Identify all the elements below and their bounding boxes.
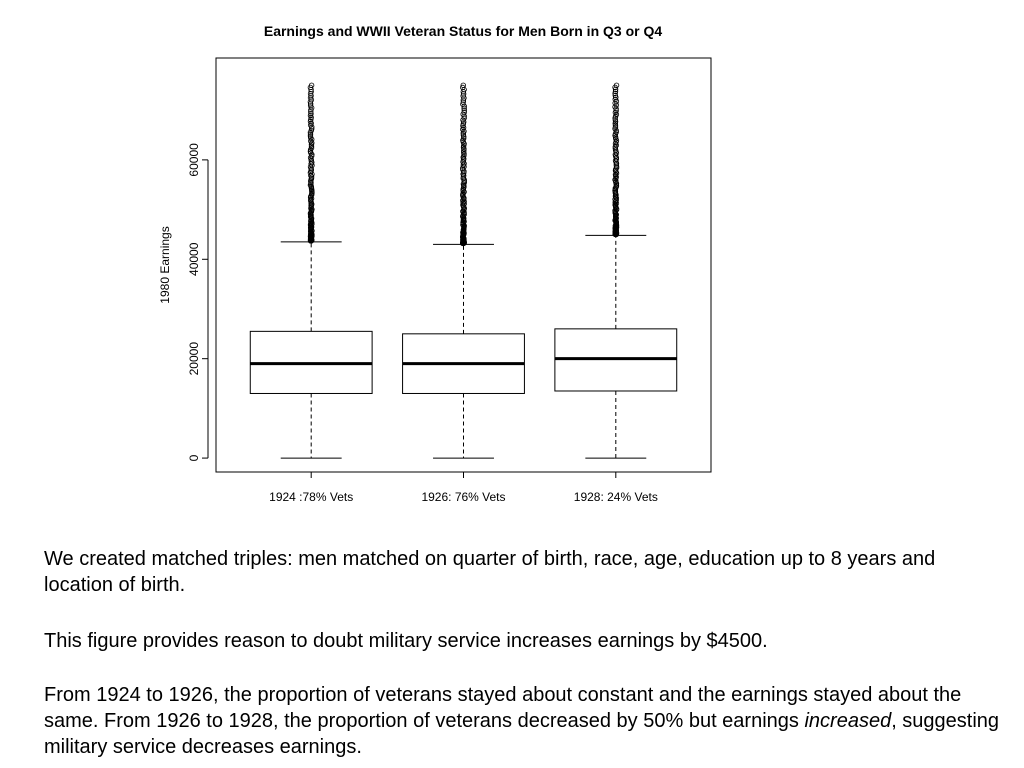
outlier-point — [307, 131, 314, 137]
outlier-point — [307, 103, 314, 109]
box-1 — [249, 82, 373, 459]
outlier-point — [461, 147, 467, 154]
boxes-group — [249, 82, 678, 459]
x-tick-label: 1926: 76% Vets — [421, 490, 505, 504]
outlier-point — [308, 111, 314, 117]
box-2 — [402, 82, 525, 459]
outlier-point — [308, 143, 315, 149]
outlier-point — [460, 132, 467, 138]
x-axis: 1924 :78% Vets 1926: 76% Vets 1928: 24% Ve… — [269, 471, 658, 504]
outlier-point — [307, 95, 314, 101]
outlier-point — [612, 90, 618, 97]
y-tick-label: 60000 — [187, 143, 201, 177]
outlier-point — [612, 177, 618, 183]
paragraph-doubt: This figure provides reason to doubt mil… — [44, 630, 768, 652]
x-tick-label: 1924 :78% Vets — [269, 490, 353, 504]
y-axis-label: 1980 Earnings — [158, 226, 172, 303]
outlier-point — [460, 82, 466, 89]
y-axis: 0 20000 40000 60000 — [187, 143, 209, 461]
outlier-point — [308, 82, 315, 89]
outlier-point — [308, 109, 314, 115]
outlier-point — [612, 122, 619, 128]
outlier-point — [307, 118, 314, 125]
outlier-point — [460, 135, 467, 142]
y-tick-label: 20000 — [187, 342, 201, 376]
boxplot-chart: Earnings and WWII Veteran Status for Men… — [158, 23, 712, 504]
outlier-point — [308, 193, 314, 200]
outlier-point — [612, 124, 619, 130]
outlier-point — [308, 116, 314, 123]
conclusion-part-2: , suggesting military service decreases … — [44, 710, 1000, 758]
outlier-point — [461, 115, 467, 121]
outlier-point — [612, 92, 618, 99]
paragraph-conclusion: From 1924 to 1926, the proportion of vet… — [44, 682, 1004, 760]
outlier-point — [613, 82, 620, 89]
outlier-point — [460, 101, 466, 107]
outlier-point — [612, 171, 619, 178]
y-tick-label: 0 — [187, 454, 201, 461]
outlier-point — [461, 189, 467, 195]
outlier-point — [613, 108, 619, 114]
conclusion-part-1: From 1924 to 1926, the proportion of vet… — [44, 684, 962, 732]
box-3 — [554, 82, 678, 459]
outlier-point — [460, 212, 466, 218]
outlier-point — [461, 209, 467, 216]
outliers — [460, 82, 467, 247]
outlier-point — [460, 121, 467, 127]
chart-title: Earnings and WWII Veteran Status for Men… — [264, 23, 662, 39]
outlier-point — [307, 133, 314, 139]
y-tick-label: 40000 — [187, 242, 201, 276]
outlier-point — [461, 107, 467, 113]
outlier-point — [307, 101, 314, 107]
outlier-point — [613, 129, 619, 135]
outlier-point — [612, 117, 619, 123]
outliers — [307, 82, 315, 244]
paragraph-matched-triples: We created matched triples: men matched … — [44, 548, 936, 596]
conclusion-emphasis: increased — [804, 710, 892, 732]
outlier-point — [309, 126, 315, 132]
outlier-point — [612, 88, 619, 95]
outlier-point — [613, 178, 619, 184]
outlier-point — [308, 93, 314, 99]
outlier-point — [612, 118, 619, 125]
outlier-point — [460, 84, 466, 91]
outlier-point — [461, 149, 467, 156]
outliers — [612, 82, 620, 238]
outlier-point — [460, 99, 467, 105]
x-tick-label: 1928: 24% Vets — [574, 490, 658, 504]
outlier-point — [461, 211, 467, 218]
outlier-point — [308, 183, 314, 190]
outlier-point — [461, 109, 467, 115]
outlier-point — [460, 190, 466, 196]
outlier-point — [307, 134, 314, 141]
outlier-point — [308, 145, 315, 151]
